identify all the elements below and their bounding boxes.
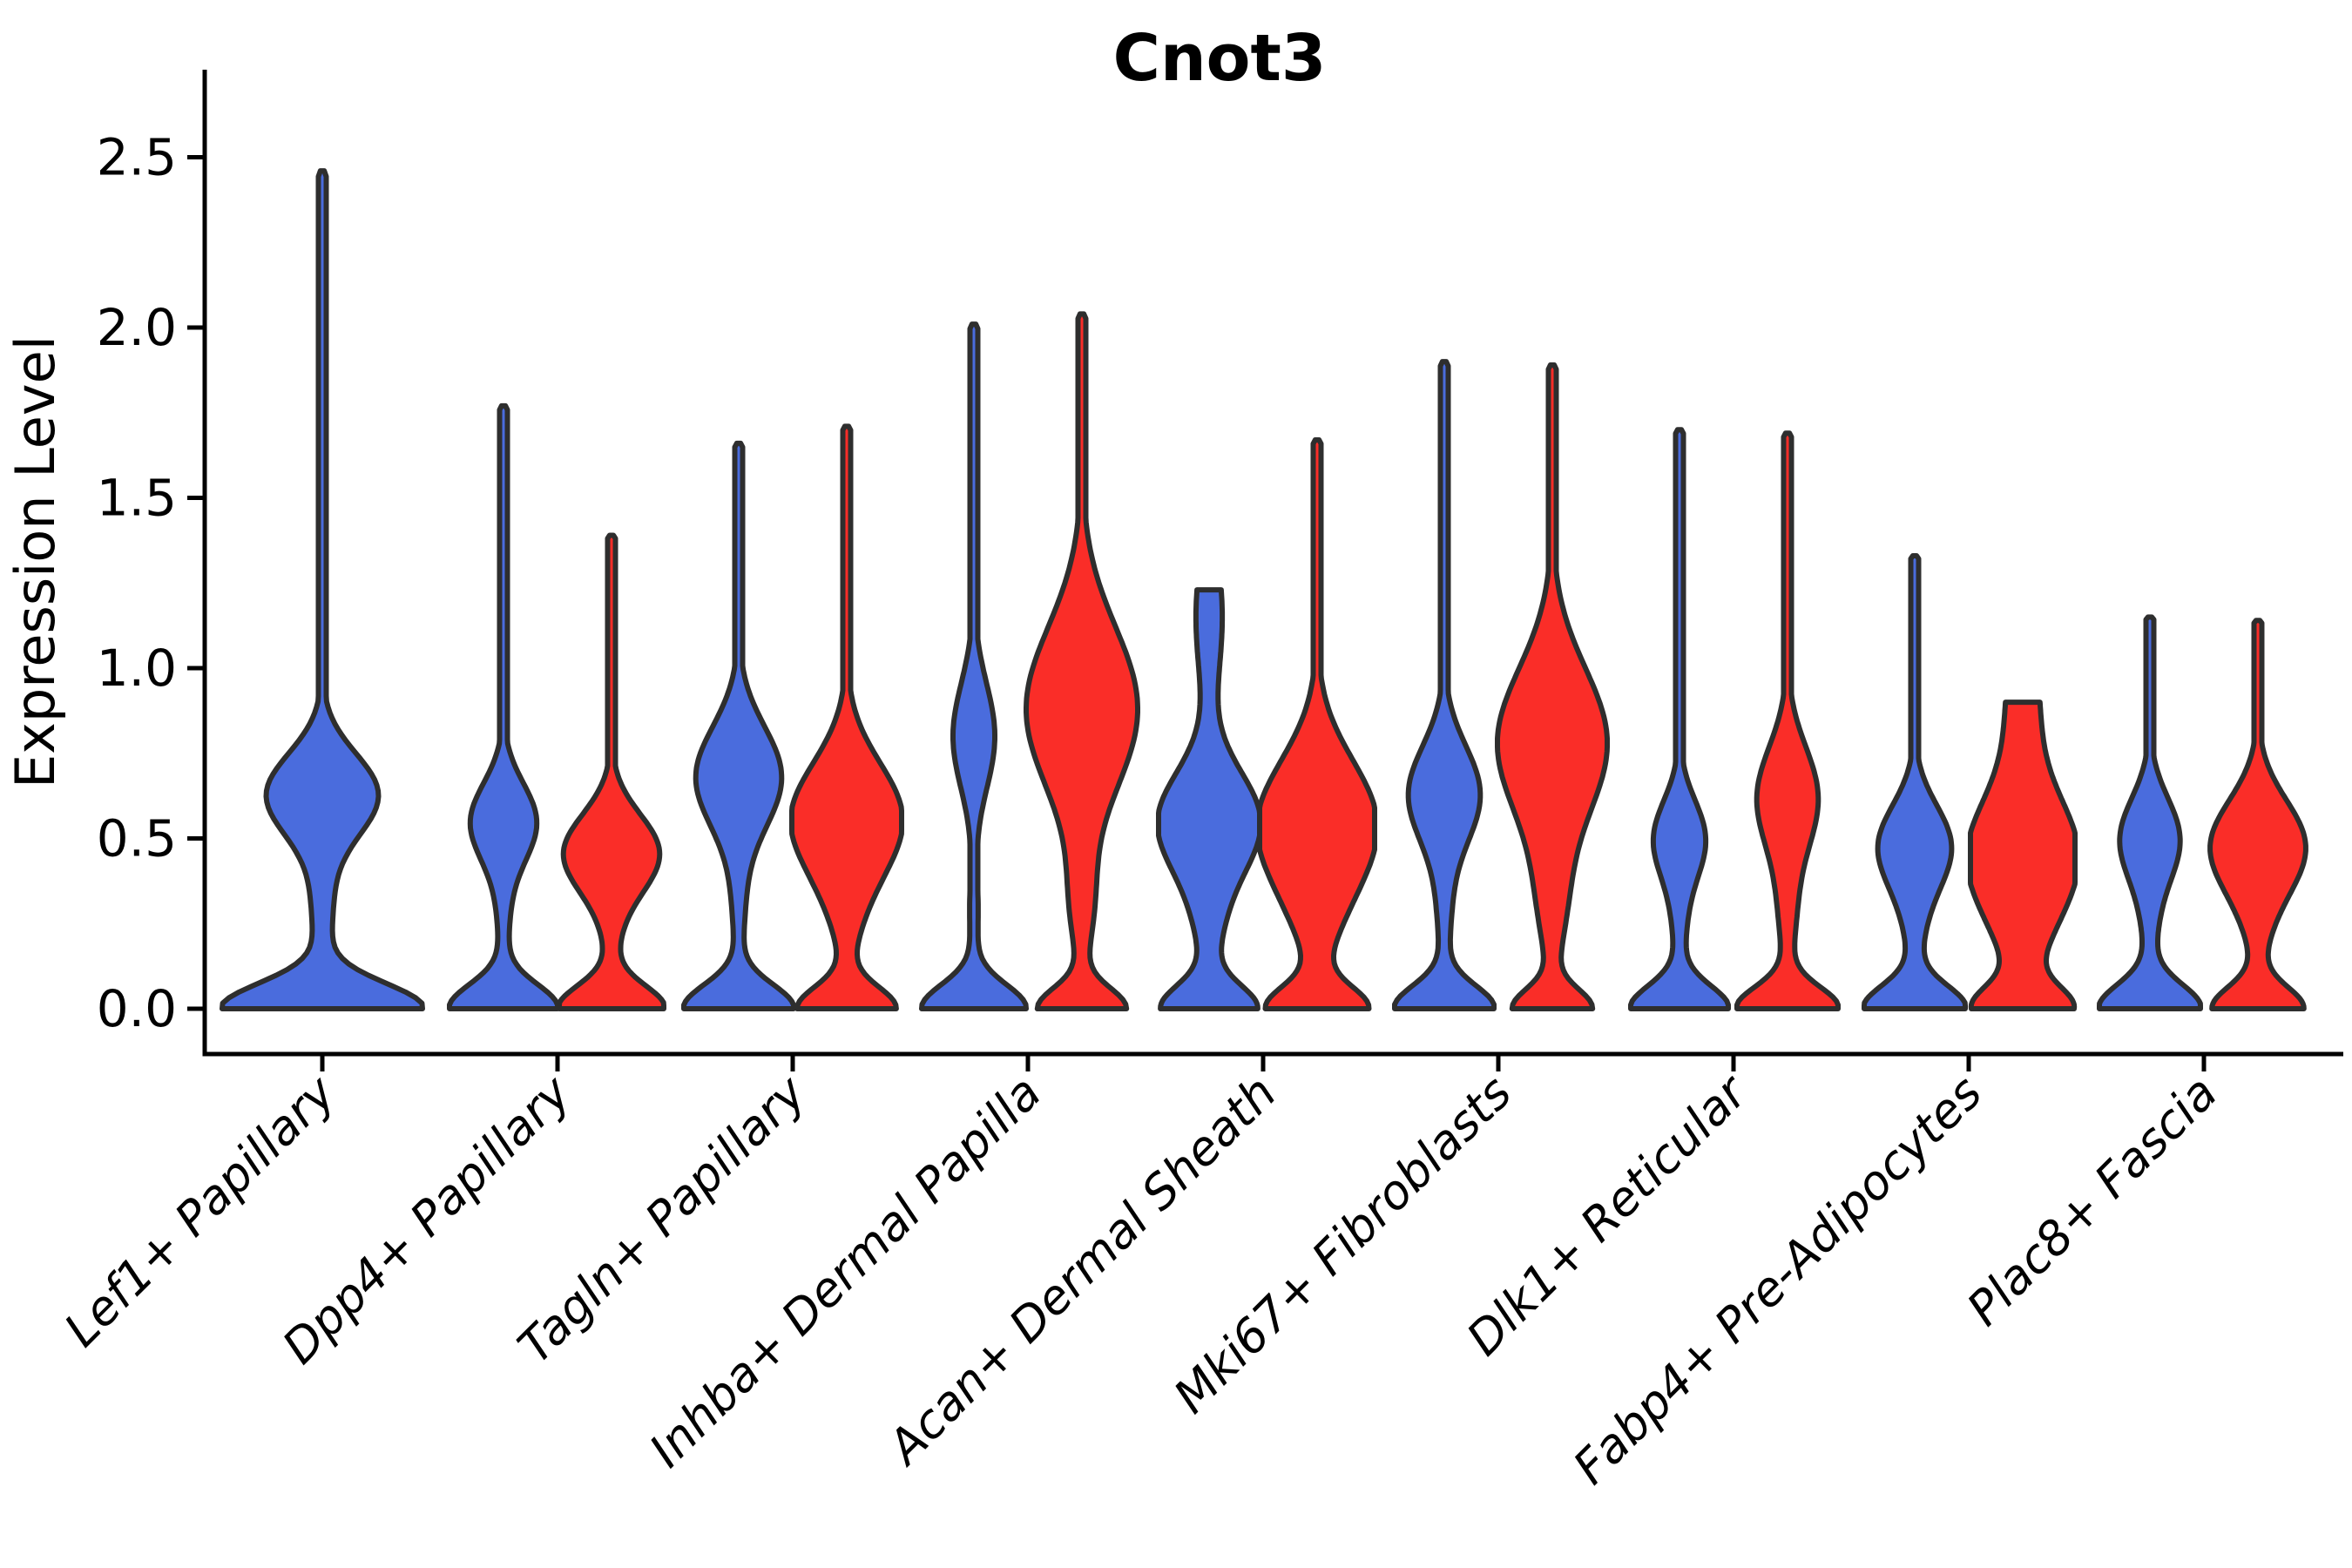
y-tick-label: 0.0 (97, 979, 177, 1038)
violin-tagln-papillary-red (789, 423, 904, 1011)
violin-mki67-fibroblasts-blue (1392, 359, 1497, 1011)
x-tick-label-inhba-dermal-papilla: Inhba+ Dermal Papilla (639, 1065, 1051, 1478)
x-tick-label-fabp4-pre-adipocytes: Fabp4+ Pre-Adipocytes (1563, 1065, 1992, 1495)
violins-layer (220, 168, 2308, 1011)
y-tick-label: 2.0 (97, 298, 177, 357)
violin-mki67-fibroblasts-red (1495, 362, 1610, 1011)
violin-plac8-fascia-blue (2097, 614, 2203, 1011)
violin-tagln-papillary-blue (681, 440, 796, 1011)
y-axis-label: Expression Level (3, 335, 67, 788)
violin-acan-dermal-sheath-blue (1156, 587, 1262, 1011)
y-tick-label: 1.5 (97, 469, 177, 528)
violin-dpp4-papillary-blue (447, 402, 560, 1011)
violin-fabp4-pre-adipocytes-blue (1862, 553, 1968, 1011)
violin-inhba-dermal-papilla-red (1024, 311, 1140, 1011)
y-tick-label: 1.0 (97, 639, 177, 698)
violin-lef1-papillary-blue (220, 168, 425, 1011)
violin-acan-dermal-sheath-red (1257, 437, 1377, 1011)
x-tick-label-plac8-fascia: Plac8+ Fascia (1957, 1065, 2227, 1336)
violin-dlk1-reticular-red (1734, 430, 1841, 1011)
violin-dlk1-reticular-blue (1628, 427, 1731, 1011)
violin-dpp4-papillary-red (557, 532, 666, 1011)
x-tick-label-acan-dermal-sheath: Acan+ Dermal Sheath (875, 1065, 1287, 1477)
chart-title: Cnot3 (1113, 21, 1327, 96)
y-tick-label: 0.5 (97, 809, 177, 868)
violin-plac8-fascia-red (2207, 618, 2308, 1011)
violin-fabp4-pre-adipocytes-red (1968, 700, 2078, 1011)
y-tick-label: 2.5 (97, 128, 177, 187)
axes-layer (187, 70, 2343, 1071)
violin-inhba-dermal-papilla-blue (919, 321, 1029, 1011)
